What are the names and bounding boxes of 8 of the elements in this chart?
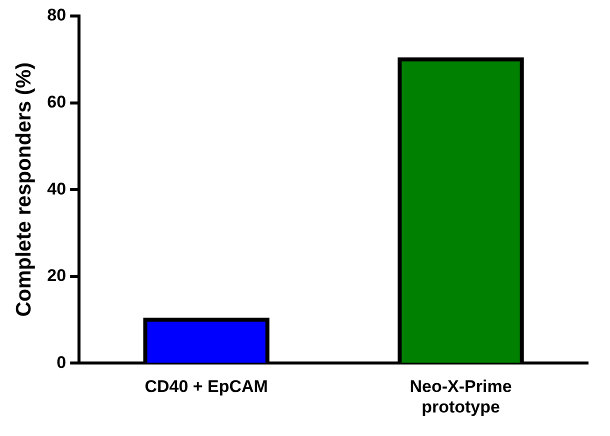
x-tick-label: Neo-X-Prime prototype (410, 377, 512, 416)
x-tick-label: CD40 + EpCAM (144, 377, 268, 396)
y-axis-title: Complete responders (%) (12, 62, 36, 317)
y-tick-label: 40 (47, 179, 66, 198)
y-tick-label: 0 (56, 352, 66, 372)
y-tick-label: 80 (47, 6, 66, 25)
y-tick-label: 20 (47, 266, 66, 286)
y-tick-label: 60 (47, 92, 66, 112)
